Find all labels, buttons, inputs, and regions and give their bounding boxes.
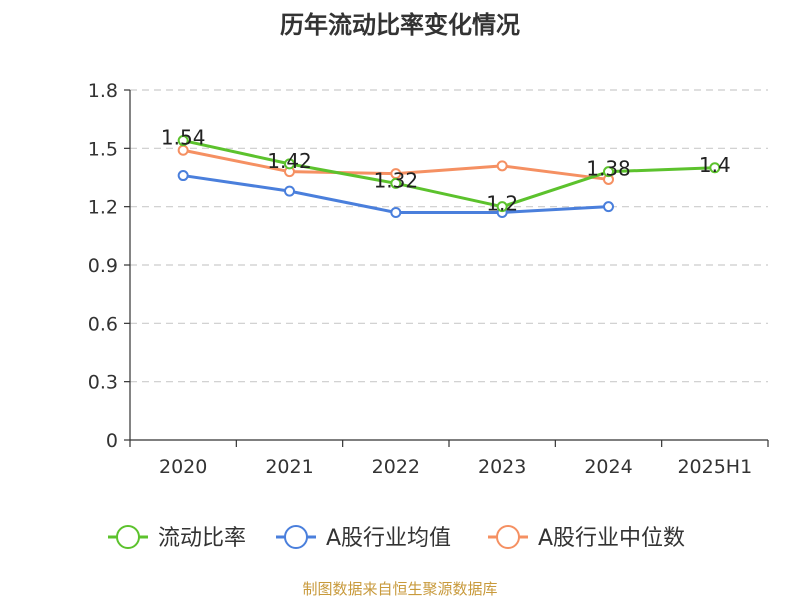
data-label: 1.38 (586, 157, 631, 181)
y-tick-label: 0 (106, 430, 118, 452)
legend-item[interactable]: 流动比率 (108, 525, 246, 551)
legend-marker (116, 525, 140, 549)
legend-label: 流动比率 (158, 526, 246, 551)
data-point[interactable] (709, 162, 721, 174)
source-note: 制图数据来自恒生聚源数据库 (302, 580, 497, 598)
x-tick-label: 2024 (584, 456, 632, 478)
x-tick-label: 2021 (265, 456, 313, 478)
data-label: 1.54 (161, 126, 206, 150)
data-point[interactable] (496, 201, 508, 213)
legend-item[interactable]: A股行业均值 (276, 525, 451, 551)
data-label: 1.42 (267, 149, 312, 173)
data-point[interactable] (284, 185, 295, 197)
y-tick-label: 0.6 (88, 313, 118, 335)
legend-marker (284, 525, 308, 549)
y-tick-label: 1.8 (88, 80, 118, 102)
series-line (182, 139, 715, 209)
data-point[interactable] (390, 177, 402, 189)
legend[interactable]: 流动比率 A股行业均值 A股行业中位数 (108, 525, 685, 551)
data-label: 1.2 (486, 192, 518, 216)
data-point[interactable] (284, 158, 295, 170)
data-labels: 1.54 1.42 1.32 1.2 1.38 1.4 (161, 126, 731, 216)
y-tick-label: 0.9 (88, 255, 118, 277)
y-tick-label: 1.2 (88, 197, 118, 219)
data-label: 1.4 (699, 153, 731, 177)
data-point[interactable] (603, 201, 614, 213)
legend-marker (496, 525, 520, 549)
data-label: 1.32 (374, 168, 419, 192)
data-point[interactable] (177, 135, 189, 147)
axes: 0 0.3 0.6 0.9 1.2 1.5 1.8 2020 2021 2022 2023 2024 2… (88, 80, 769, 478)
series-layer (177, 135, 721, 218)
x-tick-label: 2023 (478, 456, 526, 478)
grid-lines (130, 89, 768, 383)
legend-label: A股行业均值 (326, 526, 451, 551)
x-tick-label: 2022 (372, 456, 420, 478)
y-tick-label: 1.5 (88, 138, 118, 160)
x-tick-label: 2020 (159, 456, 207, 478)
data-point[interactable] (177, 170, 189, 182)
x-tick-label: 2025H1 (677, 456, 752, 478)
data-point[interactable] (496, 160, 508, 172)
data-point[interactable] (603, 166, 614, 178)
legend-item[interactable]: A股行业中位数 (488, 525, 685, 551)
chart-title: 历年流动比率变化情况 (280, 11, 520, 39)
y-tick-label: 0.3 (88, 372, 118, 394)
data-point[interactable] (390, 207, 402, 218)
legend-label: A股行业中位数 (538, 526, 685, 551)
